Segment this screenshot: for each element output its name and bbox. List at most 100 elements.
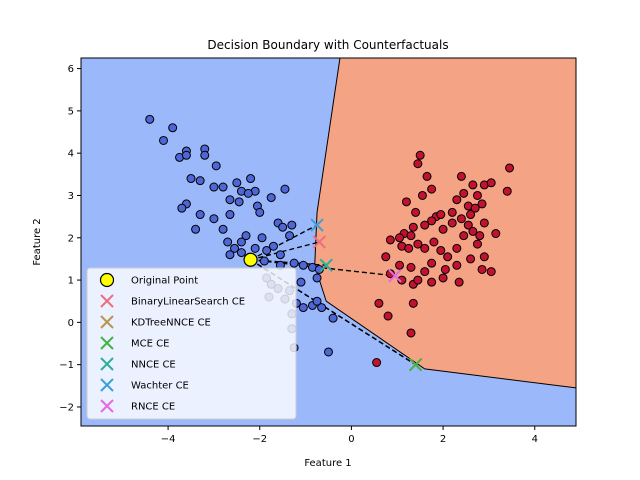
class-0-point [317, 303, 327, 313]
class-1-point [438, 273, 448, 283]
class-0-point [278, 222, 288, 232]
legend-entry-counterfactual: NNCE CE [100, 357, 176, 371]
class-1-point [385, 235, 395, 245]
class-1-point [395, 260, 405, 270]
class-1-point [472, 239, 482, 249]
class-0-point [200, 150, 210, 160]
class-1-point [459, 188, 469, 198]
y-tick-label: 5 [68, 106, 74, 117]
class-0-point [328, 313, 338, 323]
legend: Original Point BinaryLinearSearch CE KDTre… [86, 267, 297, 420]
class-1-point [468, 226, 478, 236]
class-1-point [477, 264, 487, 274]
class-1-point [475, 231, 485, 241]
plot-frame [80, 57, 577, 427]
legend-entry-original: Original Point [99, 272, 198, 288]
class-1-point [408, 222, 418, 232]
y-tick-label: 3 [68, 191, 74, 202]
class-1-point [468, 180, 478, 190]
class-1-point [417, 190, 427, 200]
y-tick-label: −2 [59, 402, 74, 413]
class-0-point [191, 224, 201, 234]
class-1-point [427, 258, 437, 268]
class-1-point [456, 171, 466, 181]
class-1-point [406, 262, 416, 272]
original-point-marker [243, 252, 258, 267]
class-1-point [381, 252, 391, 262]
counterfactual-marker-2 [408, 357, 423, 372]
legend-counterfactual-marker [100, 315, 114, 329]
y-axis: −2 −1 0 1 2 3 4 5 6 [59, 64, 81, 413]
class-1-point [491, 229, 501, 239]
class-1-point [477, 199, 487, 209]
x-tick-label: 2 [440, 434, 446, 445]
class-1-point [505, 163, 515, 173]
legend-counterfactual-marker [100, 357, 114, 371]
class-0-point [230, 243, 240, 253]
class-1-point [374, 298, 384, 308]
class-0-point [186, 174, 196, 184]
class-1-point [422, 171, 432, 181]
class-0-point [312, 296, 322, 306]
class-1-point [429, 237, 439, 247]
class-1-point [415, 150, 425, 160]
class-1-point [486, 267, 496, 277]
class-0-point [280, 184, 290, 194]
class-0-point [236, 248, 246, 258]
class-0-point [246, 174, 256, 184]
class-0-point [298, 303, 308, 313]
class-1-point [427, 184, 437, 194]
class-0-point [269, 241, 278, 251]
class-0-point [225, 195, 235, 205]
class-1-point [502, 186, 512, 196]
class-0-point [287, 220, 297, 230]
class-0-point [289, 258, 299, 268]
class-0-point [285, 231, 295, 241]
legend-label: Wachter CE [131, 381, 189, 392]
counterfactual-marker-4 [310, 218, 324, 232]
class-1-point [427, 216, 437, 226]
class-0-point [218, 182, 228, 192]
class-0-point [262, 245, 272, 255]
x-tick-label: 4 [532, 434, 538, 445]
legend-counterfactual-marker [100, 399, 114, 413]
y-tick-label: −1 [59, 360, 74, 371]
class-1-point [452, 243, 462, 253]
class-1-point [479, 252, 489, 262]
class-1-point [452, 260, 462, 270]
legend-entry-counterfactual: Wachter CE [100, 378, 189, 392]
connector-line-4 [250, 224, 318, 261]
class-1-point [463, 220, 473, 230]
y-tick-label: 0 [68, 318, 74, 329]
class-1-point [459, 231, 469, 241]
class-0-point [223, 237, 233, 247]
class-0-point [266, 193, 276, 203]
class-0-point [145, 114, 155, 124]
class-1-point [420, 243, 430, 253]
class-0-point [181, 150, 191, 160]
class-1-point [454, 277, 464, 287]
class-1-point [406, 328, 416, 338]
class-0-point [159, 135, 168, 145]
legend-label: NNCE CE [131, 360, 176, 371]
y-tick-label: 6 [68, 64, 74, 75]
class-0-point [275, 250, 285, 260]
class-0-point [296, 277, 306, 287]
class-1-point [443, 252, 453, 262]
connector-line-0 [250, 241, 320, 261]
class-1-point [452, 195, 462, 205]
class-1-point [436, 210, 446, 220]
class-1-point [413, 159, 423, 169]
legend-label: RNCE CE [131, 402, 175, 413]
legend-counterfactual-marker [100, 378, 114, 392]
class-1-point [404, 243, 414, 253]
legend-entry-counterfactual: BinaryLinearSearch CE [100, 294, 245, 308]
class-0-point [177, 203, 187, 213]
class-1-point [420, 220, 430, 230]
y-tick-label: 2 [68, 233, 74, 244]
class-1-point [438, 224, 448, 234]
class-1-point [406, 231, 416, 241]
class-0-point [255, 207, 265, 217]
legend-entry-counterfactual: MCE CE [100, 336, 169, 350]
chart-title: Decision Boundary with Counterfactuals [207, 38, 448, 52]
